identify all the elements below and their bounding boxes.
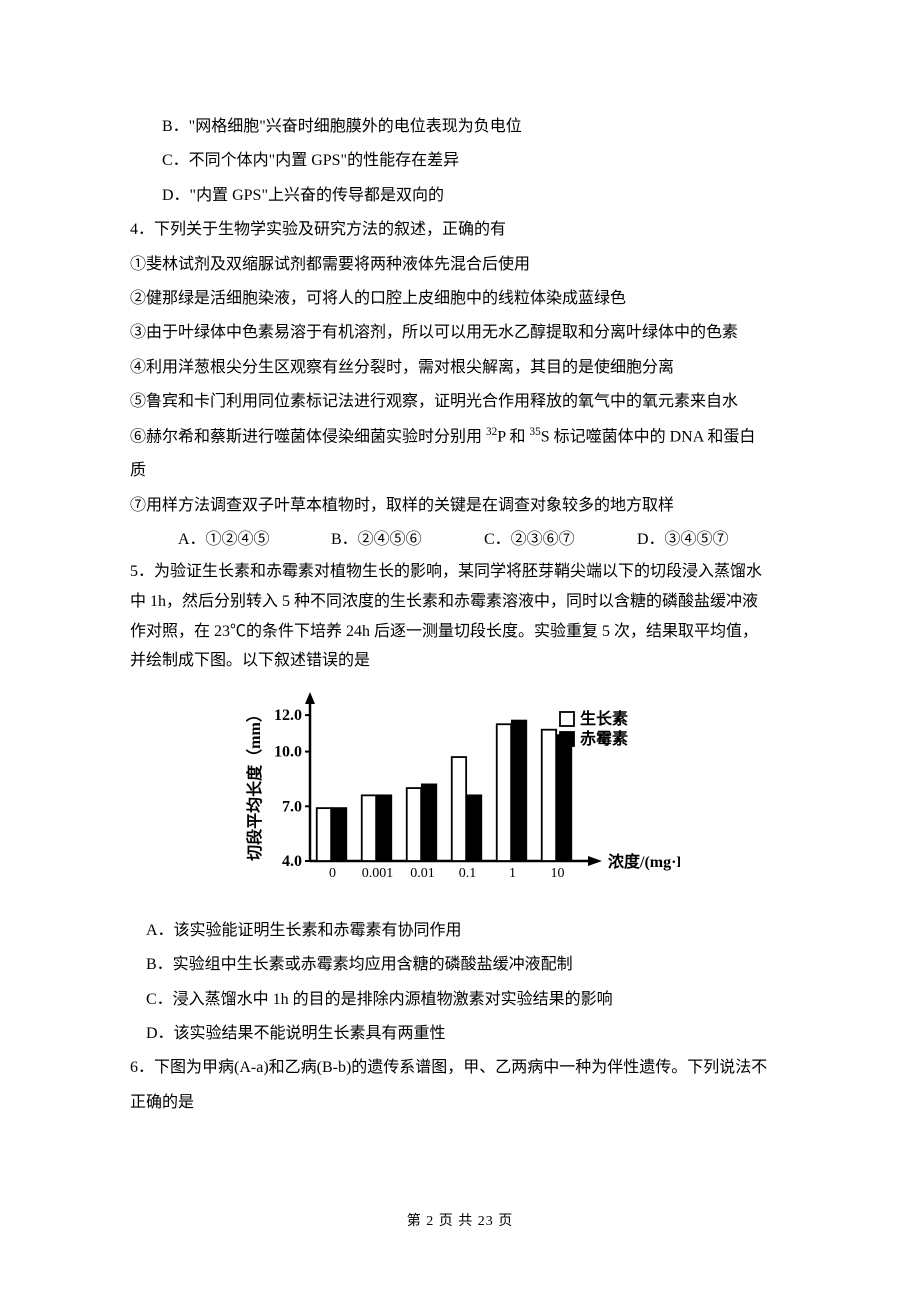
- q4-options: A．①②④⑤ B．②④⑤⑥ C．②③⑥⑦ D．③④⑤⑦: [130, 523, 790, 557]
- q5-p1: 5．为验证生长素和赤霉素对植物生长的影响，某同学将胚芽鞘尖端以下的切段浸入蒸馏水: [130, 557, 790, 587]
- svg-text:0.001: 0.001: [362, 866, 394, 881]
- q5-chart: 4.0 7.0 10.0 12.0 切段平均长度（mm） 0 0.001 0.01 0.1 1 10…: [130, 686, 790, 896]
- q6-p1: 6．下图为甲病(A-a)和乙病(B-b)的遗传系谱图，甲、乙两病中一种为伴性遗传…: [130, 1051, 790, 1085]
- svg-text:7.0: 7.0: [282, 798, 302, 815]
- q5-option-b: B．实验组中生长素或赤霉素均应用含糖的磷酸盐缓冲液配制: [130, 948, 790, 982]
- q4-s6-cont: 质: [130, 454, 790, 488]
- q4-opt-a: A．①②④⑤: [178, 523, 331, 557]
- q3-option-b: B．"网格细胞"兴奋时细胞膜外的电位表现为负电位: [130, 110, 790, 144]
- q4-opt-c: C．②③⑥⑦: [484, 523, 637, 557]
- svg-text:生长素: 生长素: [580, 709, 628, 728]
- q4-opt-b: B．②④⑤⑥: [331, 523, 484, 557]
- q3-option-c: C．不同个体内"内置 GPS"的性能存在差异: [130, 144, 790, 178]
- q4-s5: ⑤鲁宾和卡门利用同位素标记法进行观察，证明光合作用释放的氧气中的氧元素来自水: [130, 385, 790, 419]
- q6-p2: 正确的是: [130, 1086, 790, 1120]
- q4-s6: ⑥赫尔希和蔡斯进行噬菌体侵染细菌实验时分别用 32P 和 35S 标记噬菌体中的…: [130, 420, 790, 455]
- svg-text:赤霉素: 赤霉素: [580, 729, 628, 748]
- page-footer: 第 2 页 共 23 页: [130, 1210, 790, 1230]
- q4-s4: ④利用洋葱根尖分生区观察有丝分裂时，需对根尖解离，其目的是使细胞分离: [130, 351, 790, 385]
- svg-text:10.0: 10.0: [274, 743, 302, 760]
- svg-text:4.0: 4.0: [282, 853, 302, 870]
- q5-p3: 作对照，在 23℃的条件下培养 24h 后逐一测量切段长度。实验重复 5 次，结…: [130, 617, 790, 647]
- q5-p2: 中 1h，然后分别转入 5 种不同浓度的生长素和赤霉素溶液中，同时以含糖的磷酸盐…: [130, 587, 790, 617]
- svg-text:0: 0: [329, 866, 336, 881]
- svg-text:切段平均长度（mm）: 切段平均长度（mm）: [245, 706, 264, 861]
- q5-option-d: D．该实验结果不能说明生长素具有两重性: [130, 1017, 790, 1051]
- q5-option-a: A．该实验能证明生长素和赤霉素有协同作用: [130, 914, 790, 948]
- svg-text:1: 1: [509, 866, 516, 881]
- q4-stem: 4．下列关于生物学实验及研究方法的叙述，正确的有: [130, 213, 790, 247]
- q4-opt-d: D．③④⑤⑦: [637, 523, 790, 557]
- q4-s2: ②健那绿是活细胞染液，可将人的口腔上皮细胞中的线粒体染成蓝绿色: [130, 282, 790, 316]
- svg-text:12.0: 12.0: [274, 707, 302, 724]
- svg-text:10: 10: [551, 866, 565, 881]
- q4-s1: ①斐林试剂及双缩脲试剂都需要将两种液体先混合后使用: [130, 248, 790, 282]
- q4-s3: ③由于叶绿体中色素易溶于有机溶剂，所以可以用无水乙醇提取和分离叶绿体中的色素: [130, 316, 790, 350]
- q5-option-c: C．浸入蒸馏水中 1h 的目的是排除内源植物激素对实验结果的影响: [130, 983, 790, 1017]
- svg-text:浓度/(mg·L⁻¹): 浓度/(mg·L⁻¹): [608, 852, 680, 871]
- svg-text:0.1: 0.1: [459, 866, 477, 881]
- q4-s7: ⑦用样方法调查双子叶草本植物时，取样的关键是在调查对象较多的地方取样: [130, 489, 790, 523]
- q5-p4: 并绘制成下图。以下叙述错误的是: [130, 646, 790, 676]
- q3-option-d: D．"内置 GPS"上兴奋的传导都是双向的: [130, 179, 790, 213]
- svg-text:0.01: 0.01: [410, 866, 435, 881]
